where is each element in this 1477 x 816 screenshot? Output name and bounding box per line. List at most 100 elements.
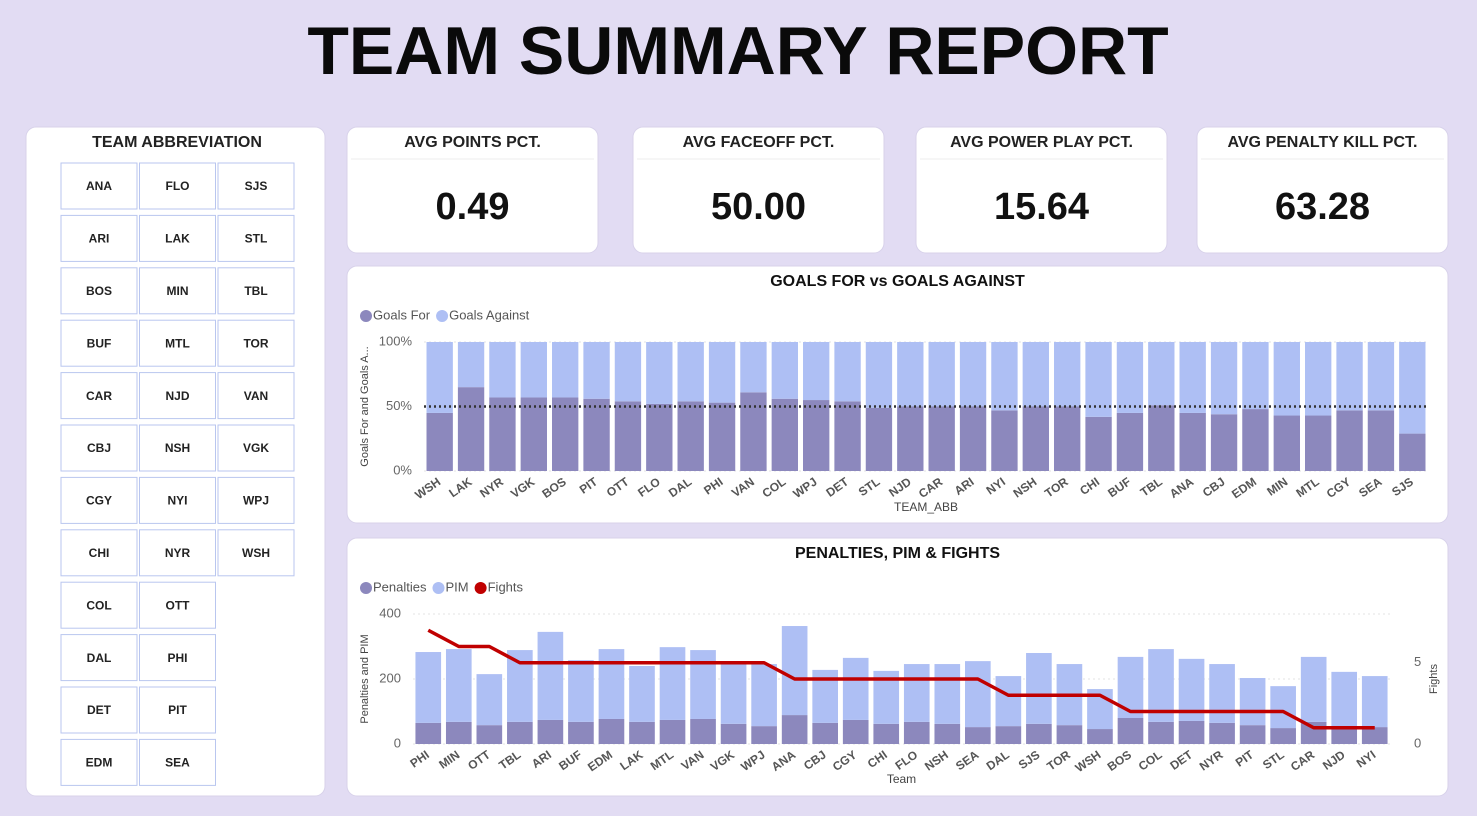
slicer-button-box[interactable] (60, 424, 138, 472)
slicer-button-label[interactable]: NJD (165, 389, 189, 403)
slicer-button-label[interactable]: VGK (243, 441, 269, 455)
slicer-button-box[interactable] (60, 686, 138, 734)
slicer-button-box[interactable] (139, 476, 216, 524)
slicer-button[interactable]: CBJ (60, 424, 138, 472)
slicer-button[interactable]: CAR (60, 372, 138, 420)
slicer-button-box[interactable] (217, 319, 295, 367)
slicer-button-label[interactable]: NYR (165, 546, 191, 560)
slicer-button-box[interactable] (139, 686, 216, 734)
slicer-button[interactable]: NJD (139, 372, 216, 420)
slicer-button-box[interactable] (139, 214, 216, 262)
slicer-button-box[interactable] (217, 529, 295, 577)
slicer-button[interactable]: TBL (217, 267, 295, 315)
slicer-button[interactable]: STL (217, 214, 295, 262)
slicer-button-box[interactable] (60, 319, 138, 367)
bar (928, 406, 955, 471)
slicer-button-label[interactable]: CHI (89, 546, 110, 560)
slicer-button[interactable]: ARI (60, 214, 138, 262)
slicer-button-box[interactable] (139, 634, 216, 682)
slicer-button[interactable]: OTT (139, 581, 216, 629)
slicer-button-label[interactable]: ARI (89, 232, 110, 246)
slicer-button-box[interactable] (139, 162, 216, 210)
slicer-button-label[interactable]: DAL (87, 651, 112, 665)
slicer-button[interactable]: VAN (217, 372, 295, 420)
slicer-button[interactable]: CHI (60, 529, 138, 577)
slicer-button-label[interactable]: MIN (167, 284, 189, 298)
slicer-button-box[interactable] (217, 267, 295, 315)
slicer-button[interactable]: NYR (139, 529, 216, 577)
slicer-button[interactable]: PIT (139, 686, 216, 734)
slicer-button[interactable]: VGK (217, 424, 295, 472)
slicer-button-box[interactable] (60, 162, 138, 210)
slicer-button[interactable]: DAL (60, 634, 138, 682)
slicer-button-label[interactable]: DET (87, 703, 112, 717)
slicer-button-label[interactable]: MTL (165, 336, 190, 350)
slicer-button-label[interactable]: EDM (86, 756, 113, 770)
slicer-button-label[interactable]: FLO (166, 179, 190, 193)
slicer-button-box[interactable] (139, 319, 216, 367)
slicer-button[interactable]: SJS (217, 162, 295, 210)
slicer-button-box[interactable] (60, 372, 138, 420)
slicer-button-label[interactable]: CAR (86, 389, 112, 403)
slicer-button-box[interactable] (139, 424, 216, 472)
slicer-button-box[interactable] (139, 267, 216, 315)
slicer-button-box[interactable] (217, 162, 295, 210)
slicer-button-label[interactable]: STL (245, 232, 268, 246)
slicer-button-label[interactable]: PIT (168, 703, 187, 717)
slicer-button-label[interactable]: BOS (86, 284, 112, 298)
slicer-button-box[interactable] (60, 529, 138, 577)
slicer-button[interactable]: EDM (60, 738, 138, 786)
slicer-button[interactable]: WSH (217, 529, 295, 577)
slicer-button-label[interactable]: SEA (165, 756, 190, 770)
slicer-button-label[interactable]: WSH (242, 546, 270, 560)
slicer-button-label[interactable]: WPJ (243, 494, 269, 508)
slicer-button-box[interactable] (139, 529, 216, 577)
slicer-button-box[interactable] (139, 372, 216, 420)
slicer-button[interactable]: SEA (139, 738, 216, 786)
slicer-button[interactable]: TOR (217, 319, 295, 367)
slicer-button-box[interactable] (217, 424, 295, 472)
bar (1054, 406, 1081, 471)
slicer-button-box[interactable] (139, 581, 216, 629)
slicer-button-label[interactable]: TOR (243, 336, 268, 350)
slicer-button[interactable]: LAK (139, 214, 216, 262)
slicer-button-label[interactable]: ANA (86, 179, 112, 193)
slicer-button-box[interactable] (60, 214, 138, 262)
slicer-button-box[interactable] (217, 476, 295, 524)
slicer-button[interactable]: COL (60, 581, 138, 629)
slicer-button[interactable]: DET (60, 686, 138, 734)
slicer-button[interactable]: BUF (60, 319, 138, 367)
slicer-button-box[interactable] (60, 476, 138, 524)
slicer-button-box[interactable] (60, 267, 138, 315)
slicer-button-label[interactable]: PHI (167, 651, 187, 665)
slicer-button[interactable]: NSH (139, 424, 216, 472)
slicer-button[interactable]: MTL (139, 319, 216, 367)
slicer-button-label[interactable]: LAK (165, 232, 190, 246)
slicer-button-box[interactable] (217, 214, 295, 262)
slicer-button-label[interactable]: NYI (167, 494, 187, 508)
slicer-button-box[interactable] (139, 738, 216, 786)
slicer-button[interactable]: CGY (60, 476, 138, 524)
slicer-button[interactable]: NYI (139, 476, 216, 524)
slicer-button-label[interactable]: CBJ (87, 441, 111, 455)
slicer-button-label[interactable]: COL (86, 598, 111, 612)
bar (614, 401, 642, 471)
slicer-button[interactable]: MIN (139, 267, 216, 315)
slicer-button-label[interactable]: OTT (166, 598, 191, 612)
slicer-button-box[interactable] (60, 581, 138, 629)
slicer-button[interactable]: PHI (139, 634, 216, 682)
slicer-button-label[interactable]: SJS (245, 179, 268, 193)
slicer-button[interactable]: ANA (60, 162, 138, 210)
slicer-button-box[interactable] (60, 634, 138, 682)
slicer-button[interactable]: FLO (139, 162, 216, 210)
slicer-button-box[interactable] (217, 372, 295, 420)
slicer-button-label[interactable]: NSH (165, 441, 190, 455)
slicer-button[interactable]: BOS (60, 267, 138, 315)
slicer-button-label[interactable]: BUF (87, 336, 112, 350)
slicer-button-label[interactable]: VAN (244, 389, 268, 403)
legend-marker (432, 582, 445, 594)
slicer-button-box[interactable] (60, 738, 138, 786)
slicer-button-label[interactable]: TBL (244, 284, 267, 298)
slicer-button[interactable]: WPJ (217, 476, 295, 524)
slicer-button-label[interactable]: CGY (86, 494, 112, 508)
